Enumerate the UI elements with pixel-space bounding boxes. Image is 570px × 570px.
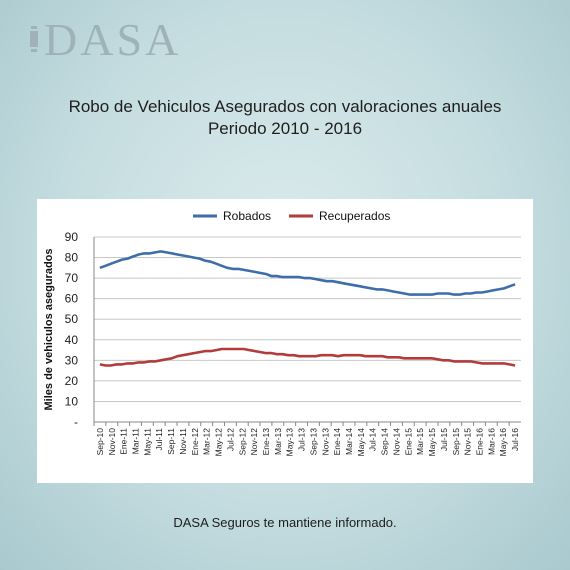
x-tick-label: Sep-15 [451,428,461,456]
y-axis-title: Miles de vehiculos asegurados [43,248,55,410]
legend-item-robados: Robados [193,209,271,223]
x-tick-label: Nov-11 [178,428,188,455]
logo-text: DASA [44,14,182,65]
x-tick-label: Jul-16 [510,428,520,451]
x-tick-label: Jul-11 [154,428,164,451]
x-tick-label: Sep-11 [166,428,176,455]
x-tick-label: Mar-12 [202,428,212,455]
x-tick-label: Nov-12 [249,428,259,456]
x-tick-label: Nov-15 [463,428,473,456]
chart-panel: - 10 20 30 40 50 60 70 80 90 Miles de vehiculos as… [37,199,533,483]
x-tick-label: May-16 [498,428,508,457]
x-tick-label: May-15 [427,428,437,457]
x-tick-label: Jul-12 [225,428,235,451]
x-tick-label: May-13 [285,428,295,457]
x-tick-label: Nov-14 [391,428,401,456]
legend-item-recuperados: Recuperados [289,209,390,223]
y-tick-label: 10 [65,394,79,408]
x-tick-label: Ene-15 [403,428,413,456]
x-tick-label: Nov-13 [320,428,330,456]
x-tick-label: May-12 [214,428,224,457]
x-tick-label: Ene-14 [332,428,342,456]
x-tick-label: Mar-13 [273,428,283,455]
x-tick-label: Ene-13 [261,428,271,456]
x-tick-label: Sep-14 [380,428,390,456]
x-tick-label: Jul-13 [297,428,307,451]
footer-note: DASA Seguros te mantiene informado. [173,515,397,530]
y-tick-label: 20 [65,374,79,388]
brand-logo: DASA [28,10,181,70]
x-tick-label: Sep-12 [237,428,247,456]
legend-label: Recuperados [319,209,390,223]
y-tick-label: 30 [65,353,79,367]
y-tick-label: 90 [65,230,79,244]
x-tick-label: Ene-11 [119,428,129,455]
x-tick-label: Nov-10 [107,428,117,456]
x-tick-label: Jul-14 [368,428,378,451]
y-tick-label: 40 [65,333,79,347]
series-line-robados [99,250,516,296]
y-tick-label: 50 [65,312,79,326]
legend-label: Robados [223,209,271,223]
title-line-2: Periodo 2010 - 2016 [207,119,363,138]
title-line-1: Robo de Vehiculos Asegurados con valorac… [68,97,502,116]
x-tick-label: May-14 [356,428,366,457]
y-tick-label: - [74,415,78,429]
y-tick-label: 80 [65,251,79,265]
series-line-recuperados [99,347,516,367]
x-tick-label: Mar-14 [344,428,354,455]
logo-emblem-icon [30,26,38,52]
x-tick-label: Mar-16 [486,428,496,455]
x-tick-label: Sep-10 [95,428,105,456]
y-tick-label: 60 [65,292,79,306]
line-chart: - 10 20 30 40 50 60 70 80 90 Miles de vehiculos as… [43,209,521,457]
x-tick-label: Mar-11 [131,428,141,455]
page-title: Robo de Vehiculos Asegurados con valorac… [0,96,570,140]
x-tick-label: Ene-12 [190,428,200,456]
x-tick-label: Sep-13 [308,428,318,456]
x-tick-label: Mar-15 [415,428,425,455]
x-tick-label: Ene-16 [474,428,484,456]
x-tick-label: May-11 [142,428,152,456]
y-tick-label: 70 [65,271,79,285]
x-tick-label: Jul-15 [439,428,449,451]
